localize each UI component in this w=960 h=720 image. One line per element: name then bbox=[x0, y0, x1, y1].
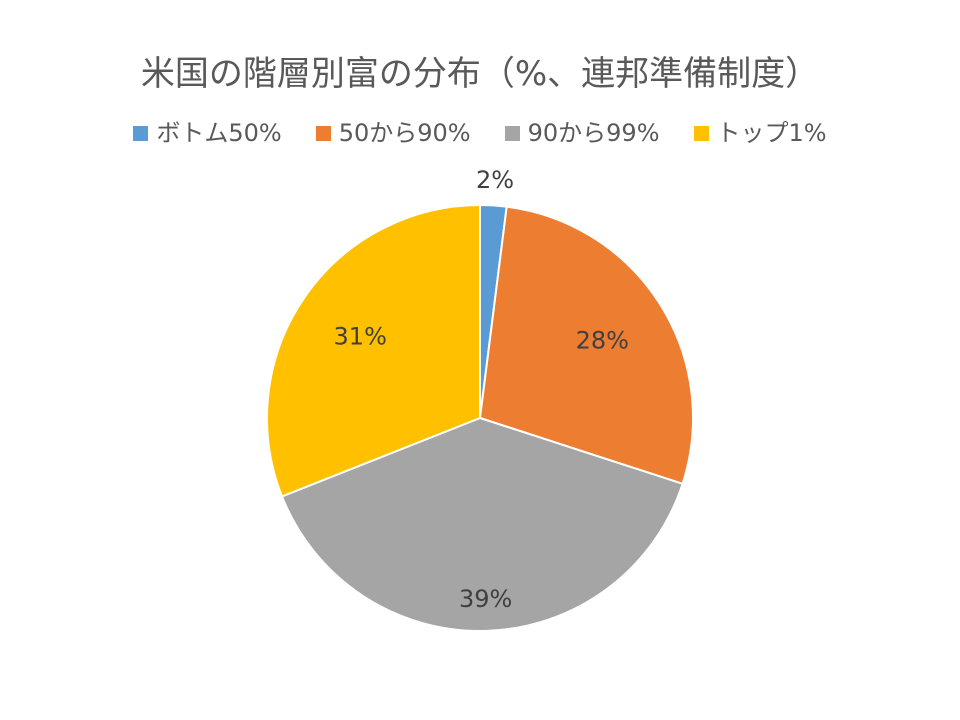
legend-swatch-top-1 bbox=[693, 125, 709, 141]
data-label-bottom-50: 2% bbox=[476, 166, 514, 194]
legend-item-bottom-50: ボトム50% bbox=[133, 118, 282, 148]
legend-swatch-bottom-50 bbox=[133, 125, 149, 141]
legend-item-50-to-90: 50から90% bbox=[315, 118, 471, 148]
legend-label-bottom-50: ボトム50% bbox=[156, 119, 282, 147]
legend-label-90-to-99: 90から99% bbox=[527, 119, 660, 147]
legend-item-top-1: トップ1% bbox=[693, 118, 827, 148]
data-label-90-to-99: 39% bbox=[459, 585, 512, 613]
pie-slice-top-1 bbox=[266, 203, 481, 498]
chart-legend: ボトム50% 50から90% 90から99% トップ1% bbox=[0, 118, 960, 148]
pie-slice-90-to-99 bbox=[280, 416, 684, 632]
data-label-50-to-90: 28% bbox=[576, 326, 629, 354]
data-label-top-1: 31% bbox=[334, 323, 387, 351]
chart-title: 米国の階層別富の分布（%、連邦準備制度） bbox=[140, 54, 820, 94]
legend-label-top-1: トップ1% bbox=[716, 119, 827, 147]
pie-slice-50-to-90 bbox=[478, 205, 694, 486]
legend-swatch-50-to-90 bbox=[315, 125, 331, 141]
legend-label-50-to-90: 50から90% bbox=[338, 119, 471, 147]
legend-item-90-to-99: 90から99% bbox=[504, 118, 660, 148]
legend-swatch-90-to-99 bbox=[504, 125, 520, 141]
